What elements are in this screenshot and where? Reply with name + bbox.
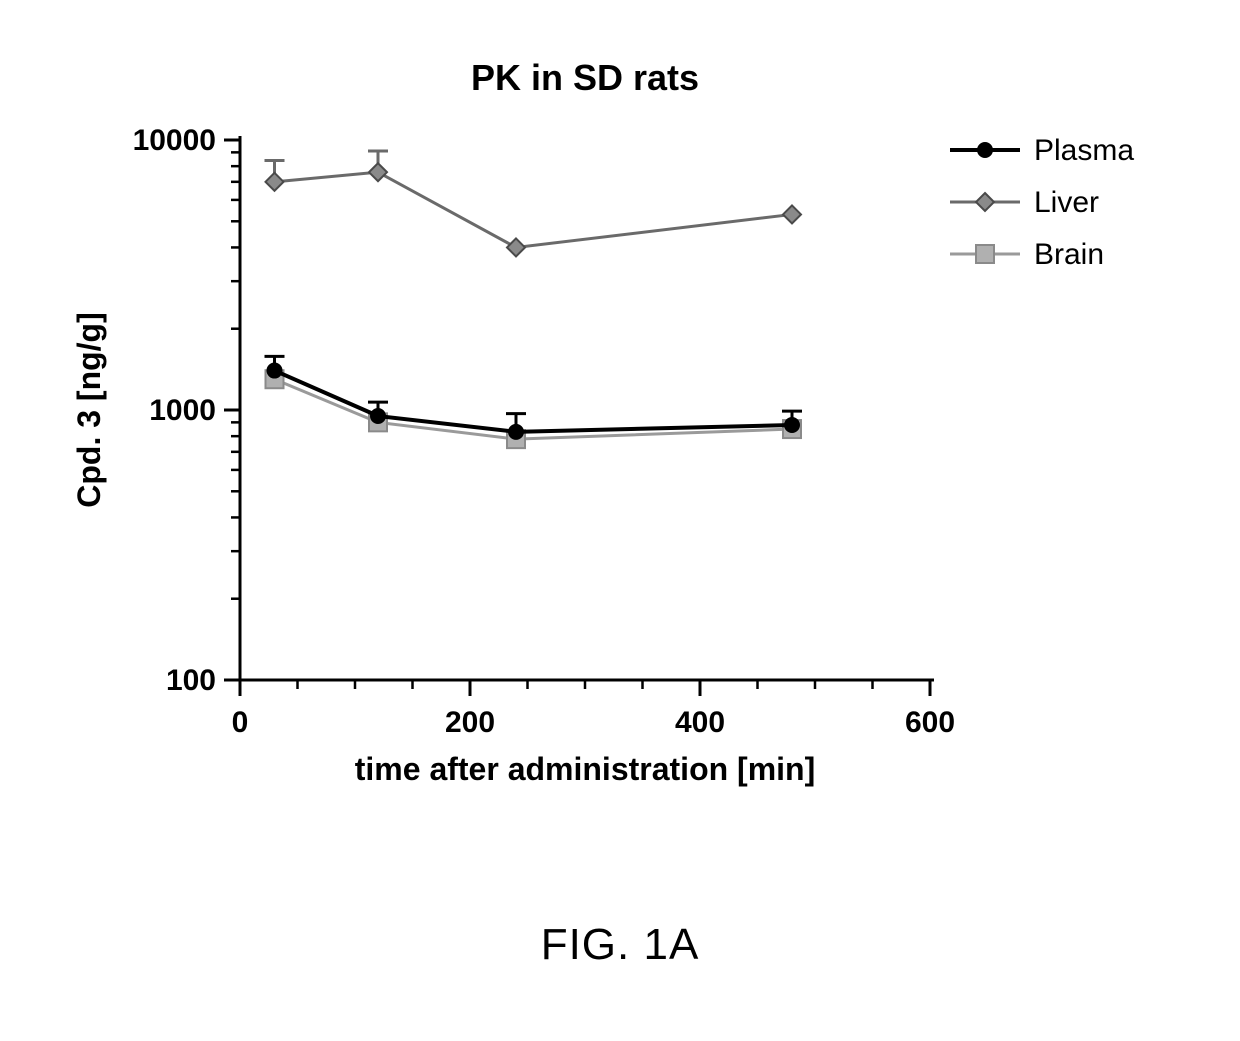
svg-text:Plasma: Plasma: [1034, 134, 1134, 167]
series-plasma: [265, 356, 803, 438]
svg-text:Brain: Brain: [1034, 238, 1104, 271]
svg-text:10000: 10000: [133, 124, 216, 157]
svg-text:Liver: Liver: [1034, 186, 1099, 219]
pk-chart: PK in SD rats 0 200 400 600 100 1000 10000 time …: [60, 40, 1180, 840]
svg-text:100: 100: [166, 664, 216, 697]
page: PK in SD rats 0 200 400 600 100 1000 10000 time …: [0, 0, 1240, 1041]
svg-text:1000: 1000: [149, 394, 216, 427]
legend: [950, 143, 1020, 263]
series-liver: [265, 151, 802, 256]
svg-text:Cpd. 3 [ng/g]: Cpd. 3 [ng/g]: [71, 312, 107, 508]
svg-text:200: 200: [445, 706, 495, 739]
svg-text:400: 400: [675, 706, 725, 739]
svg-text:0: 0: [232, 706, 249, 739]
svg-text:600: 600: [905, 706, 955, 739]
svg-text:PK in SD rats: PK in SD rats: [471, 57, 699, 98]
figure-label: FIG. 1A: [0, 920, 1240, 970]
pk-chart-container: PK in SD rats 0 200 400 600 100 1000 10000 time …: [60, 40, 1180, 840]
series-brain: [266, 370, 802, 448]
svg-text:time after administration [min: time after administration [min]: [355, 751, 816, 787]
